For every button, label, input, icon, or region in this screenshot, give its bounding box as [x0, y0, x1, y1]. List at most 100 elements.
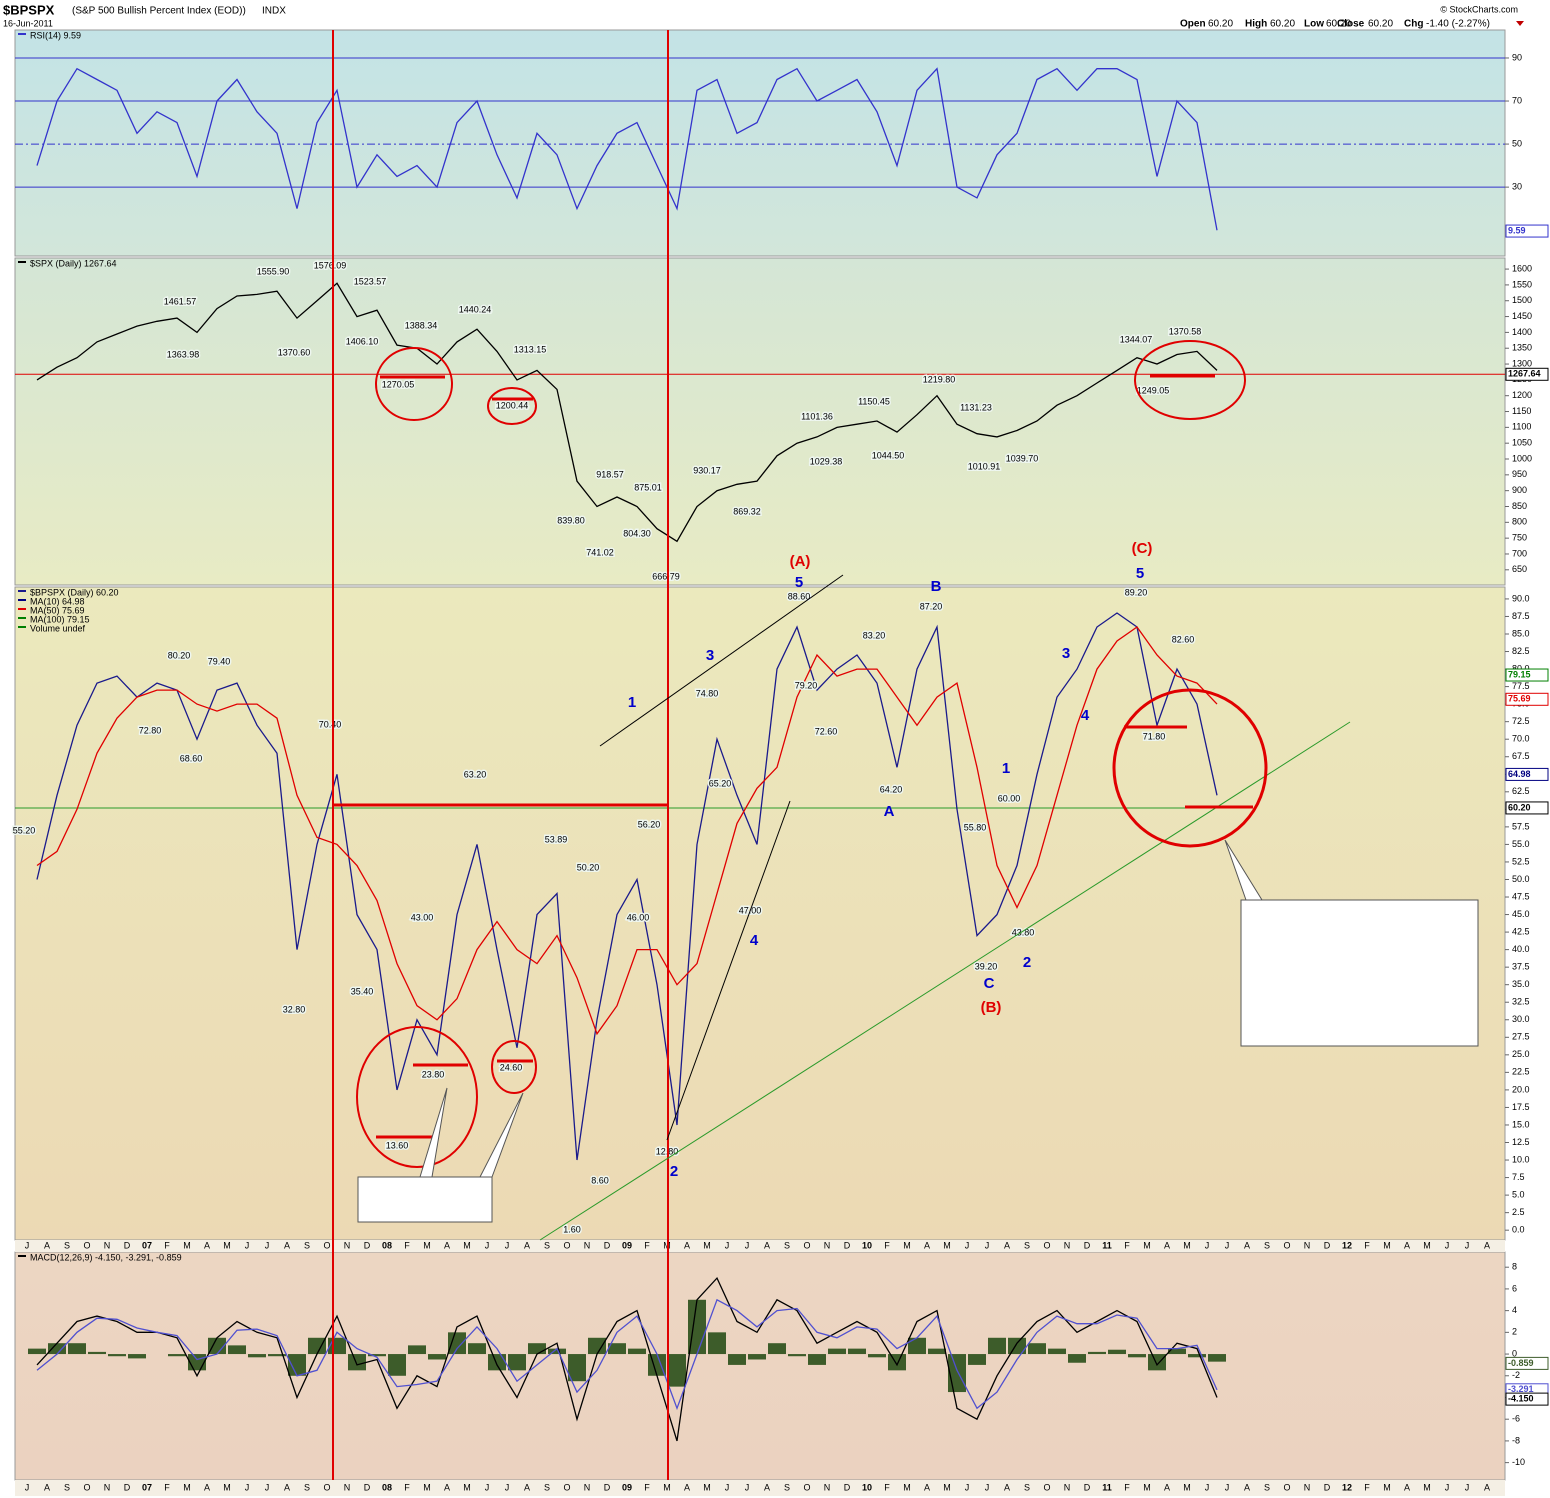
histogram-bar: [1108, 1349, 1126, 1355]
y-tick-label: 1500: [1512, 295, 1532, 305]
x-tick-label: J: [1465, 1240, 1470, 1250]
x-tick-label: F: [1124, 1240, 1130, 1250]
value-tag: [1505, 367, 1549, 381]
point-label: 55.80: [964, 822, 987, 832]
value-tag: [1505, 668, 1549, 682]
quote-label: Open: [1180, 19, 1206, 30]
y-tick-label: 20.0: [1512, 1084, 1530, 1094]
point-label: 1150.45: [858, 396, 890, 406]
x-tick-label: F: [884, 1240, 890, 1250]
histogram-bar: [348, 1354, 366, 1371]
x-tick-label: A: [924, 1482, 930, 1492]
x-tick-label: O: [1043, 1482, 1050, 1492]
legend-label: $SPX (Daily) 1267.64: [30, 258, 117, 268]
y-tick-label: 10.0: [1512, 1154, 1530, 1164]
legend-label: MA(50) 75.69: [30, 605, 85, 615]
y-tick-label: 900: [1512, 485, 1527, 495]
x-tick-label: O: [563, 1482, 570, 1492]
quote-value: 60.20: [1270, 19, 1295, 30]
x-tick-label: M: [223, 1240, 231, 1250]
x-tick-label: O: [1283, 1240, 1290, 1250]
y-tick-label: 1150: [1512, 406, 1531, 416]
x-tick-label: J: [265, 1482, 270, 1492]
quote-value: 60.20: [1208, 19, 1233, 30]
point-label: 63.20: [464, 769, 487, 779]
y-tick-label: 1050: [1512, 438, 1532, 448]
x-tick-label: M: [663, 1482, 671, 1492]
wave-label: (C): [1132, 540, 1153, 557]
wave-label: 5: [795, 574, 803, 591]
x-tick-label: M: [223, 1482, 231, 1492]
wave-label: 4: [1081, 707, 1090, 724]
y-tick-label: 1100: [1512, 422, 1531, 432]
x-tick-label: F: [644, 1482, 650, 1492]
point-label: 70.40: [319, 719, 342, 729]
x-tick-label: S: [1024, 1240, 1030, 1250]
legend-swatch: [18, 626, 26, 628]
histogram-bar: [1208, 1354, 1226, 1362]
histogram-bar: [408, 1345, 426, 1355]
x-tick-label: M: [1423, 1482, 1431, 1492]
y-tick-label: 4: [1512, 1305, 1517, 1315]
x-tick-label: M: [423, 1240, 431, 1250]
y-tick-label: 8: [1512, 1262, 1517, 1272]
x-tick-label: A: [1004, 1240, 1010, 1250]
x-tick-label: O: [83, 1482, 90, 1492]
point-label: 65.20: [709, 778, 732, 788]
point-label: 1010.91: [968, 461, 1001, 471]
x-tick-label: J: [1205, 1482, 1210, 1492]
histogram-bar: [88, 1351, 106, 1355]
point-label: 1388.34: [405, 320, 438, 330]
x-tick-label: J: [265, 1240, 270, 1250]
x-tick-label: A: [444, 1240, 450, 1250]
y-tick-label: 2.5: [1512, 1207, 1525, 1217]
point-label: 1.60: [563, 1224, 581, 1234]
y-tick-label: 85.0: [1512, 628, 1530, 638]
x-tick-label: A: [204, 1240, 210, 1250]
y-tick-label: 35.0: [1512, 979, 1530, 989]
histogram-bar: [268, 1354, 286, 1357]
histogram-bar: [628, 1348, 646, 1355]
x-tick-label: 12: [1342, 1482, 1352, 1492]
x-tick-label: S: [544, 1482, 550, 1492]
x-tick-label: S: [784, 1240, 790, 1250]
x-tick-label: M: [1143, 1240, 1151, 1250]
histogram-bar: [68, 1343, 86, 1355]
circle: [1112, 688, 1268, 848]
legend-label: MA(10) 64.98: [30, 596, 85, 606]
legend-label: $BPSPX (Daily) 60.20: [30, 587, 119, 597]
y-tick-label: -8: [1512, 1435, 1520, 1445]
y-tick-label: 87.5: [1512, 611, 1530, 621]
x-tick-label: S: [1264, 1482, 1270, 1492]
y-tick-label: 12.5: [1512, 1137, 1530, 1147]
quote-value: -1.40 (-2.27%): [1426, 19, 1490, 30]
value-tag: [1505, 692, 1549, 706]
circle: [375, 347, 453, 421]
axis-row: [15, 1240, 1505, 1252]
x-tick-label: F: [164, 1482, 170, 1492]
x-tick-label: N: [1064, 1482, 1071, 1492]
y-tick-label: 72.5: [1512, 716, 1530, 726]
x-tick-label: D: [124, 1240, 131, 1250]
y-tick-label: 27.5: [1512, 1032, 1530, 1042]
x-tick-label: A: [284, 1240, 290, 1250]
histogram-bar: [768, 1343, 786, 1355]
x-tick-label: J: [485, 1482, 490, 1492]
series-line: [36, 1276, 1218, 1442]
x-tick-label: F: [1364, 1240, 1370, 1250]
x-tick-label: O: [323, 1240, 330, 1250]
y-tick-label: 0.0: [1512, 1225, 1525, 1235]
x-tick-label: S: [64, 1482, 70, 1492]
x-tick-label: A: [1164, 1482, 1170, 1492]
x-tick-label: M: [943, 1240, 951, 1250]
histogram-bar: [1068, 1354, 1086, 1363]
y-tick-label: 50.0: [1512, 874, 1530, 884]
legend-swatch: [18, 608, 26, 610]
wave-label: 2: [670, 1163, 678, 1180]
x-tick-label: 10: [862, 1482, 872, 1492]
histogram-bar: [608, 1343, 626, 1355]
histogram-bar: [168, 1354, 186, 1357]
legend-label: MA(100) 79.15: [30, 614, 90, 624]
quote-value: 60.20: [1368, 19, 1393, 30]
